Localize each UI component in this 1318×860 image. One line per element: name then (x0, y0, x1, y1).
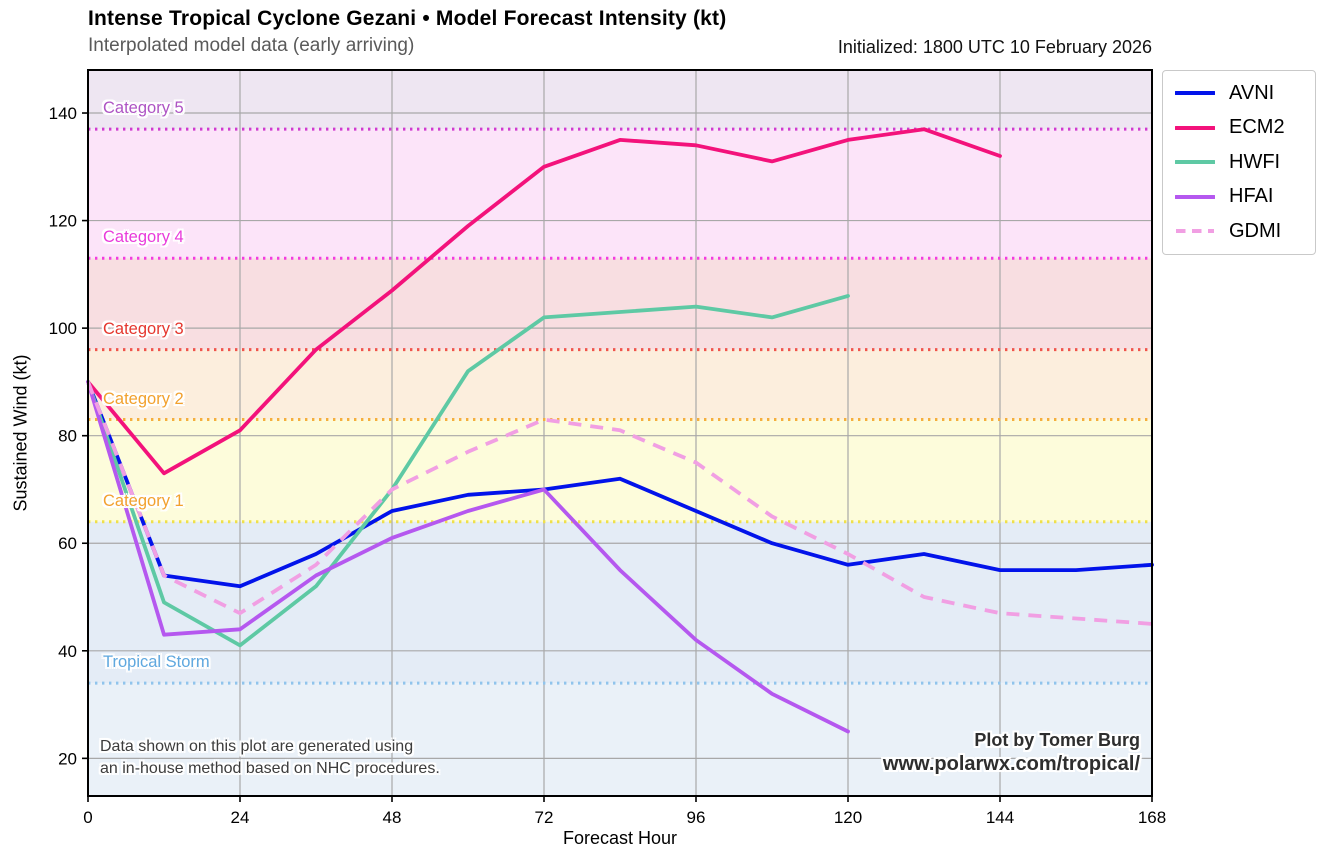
legend-item-gdmi: GDMI (1175, 214, 1315, 249)
legend-label-hwfi: HWFI (1229, 150, 1281, 173)
band-category-2 (88, 349, 1152, 420)
legend-label-ecm2: ECM2 (1229, 116, 1285, 139)
model-legend: AVNI ECM2 HWFI HFAI GDMI (1162, 70, 1316, 255)
chart-subtitle: Interpolated model data (early arriving) (88, 35, 415, 56)
legend-label-gdmi: GDMI (1229, 219, 1282, 242)
label-category-2: Category 2 (103, 390, 184, 408)
band-tropical-depression (88, 683, 1152, 796)
band-category-3 (88, 258, 1152, 350)
legend-line-sample-gdmi (1176, 229, 1214, 234)
legend-line-sample-hwfi (1175, 160, 1215, 165)
x-tick-label: 0 (83, 808, 92, 827)
series-hfai (86, 379, 850, 734)
label-category-1: Category 1 (103, 492, 184, 510)
label-category-4: Category 4 (103, 228, 184, 246)
band-category-1 (88, 419, 1152, 522)
legend-line-sample-ecm2 (1175, 125, 1215, 130)
series-ecm2 (86, 127, 1002, 476)
credit-url: www.polarwx.com/tropical/ (882, 753, 1140, 775)
y-tick-label: 60 (58, 534, 77, 553)
series-gdmi (86, 381, 1153, 626)
legend-item-ecm2: ECM2 (1175, 111, 1315, 146)
x-tick-label: 24 (231, 808, 250, 827)
y-tick-label: 80 (58, 427, 77, 446)
category-boundary-lines (88, 127, 1152, 685)
axes: 0 24 48 72 96 120 144 168 20 40 60 80 100 120 140 (49, 69, 1166, 827)
x-tick-label: 96 (687, 808, 706, 827)
legend-item-hfai: HFAI (1175, 180, 1315, 215)
y-tick-label: 120 (49, 212, 77, 231)
y-tick-label: 40 (58, 642, 77, 661)
series-avni (86, 379, 1154, 589)
y-axis-label: Sustained Wind (kt) (10, 354, 31, 512)
legend-line-sample-hfai (1175, 194, 1215, 199)
legend-item-avni: AVNI (1175, 76, 1315, 111)
y-tick-label: 140 (49, 104, 77, 123)
legend-label-hfai: HFAI (1229, 185, 1274, 208)
y-tick-label: 20 (58, 749, 77, 768)
x-tick-label: 120 (834, 808, 862, 827)
y-tick-label: 100 (49, 319, 77, 338)
legend-item-hwfi: HWFI (1175, 145, 1315, 180)
band-category-4 (88, 129, 1152, 259)
disclaimer-line-2: an in-house method based on NHC procedur… (100, 760, 440, 777)
x-tick-label: 168 (1138, 808, 1166, 827)
label-category-5: Category 5 (103, 99, 184, 117)
plot-border (87, 69, 1153, 797)
credit-author: Plot by Tomer Burg (974, 730, 1140, 750)
category-bands (88, 70, 1152, 796)
legend-label-avni: AVNI (1229, 81, 1275, 104)
x-tick-label: 144 (986, 808, 1014, 827)
x-axis-label: Forecast Hour (562, 828, 678, 848)
band-category-5 (88, 70, 1152, 130)
init-time-label: Initialized: 1800 UTC 10 February 2026 (837, 37, 1152, 57)
band-tropical-storm (88, 521, 1152, 684)
legend-line-sample-avni (1175, 91, 1215, 96)
label-tropical-storm: Tropical Storm (103, 653, 210, 671)
x-tick-label: 48 (383, 808, 402, 827)
page-title: Intense Tropical Cyclone Gezani • Model … (88, 7, 727, 30)
model-series (86, 127, 1154, 734)
disclaimer-line-1: Data shown on this plot are generated us… (100, 738, 414, 755)
label-category-3: Category 3 (103, 320, 184, 338)
x-tick-label: 72 (535, 808, 554, 827)
